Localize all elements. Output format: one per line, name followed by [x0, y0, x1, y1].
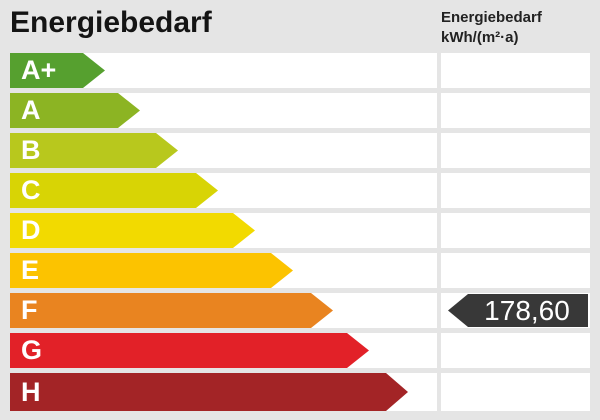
class-letter: G: [21, 335, 43, 365]
scale-row-b: B: [10, 133, 600, 168]
class-letter: F: [21, 295, 38, 325]
unit-label: Energiebedarf kWh/(m²·a): [441, 8, 542, 48]
efficiency-scale: A+ A B C D: [0, 53, 600, 411]
class-letter: A: [21, 95, 41, 125]
header: Energiebedarf Energiebedarf kWh/(m²·a): [0, 0, 600, 53]
scale-band: B: [10, 133, 437, 168]
scale-row-e: E: [10, 253, 600, 288]
scale-row-a-plus: A+: [10, 53, 600, 88]
scale-band: A+: [10, 53, 437, 88]
unit-label-line1: Energiebedarf: [441, 9, 542, 26]
unit-label-line2: kWh/(m²·a): [441, 29, 519, 46]
scale-row-h: H: [10, 373, 600, 411]
value-cell: [441, 373, 590, 411]
scale-band: G: [10, 333, 437, 368]
class-letter: A+: [21, 55, 57, 85]
value-cell: [441, 93, 590, 128]
class-arrow-e: E: [10, 253, 293, 288]
scale-row-d: D: [10, 213, 600, 248]
class-letter: H: [21, 376, 41, 407]
class-letter: D: [21, 215, 41, 245]
value-badge-text: 178,60: [484, 294, 570, 326]
scale-row-c: C: [10, 173, 600, 208]
value-badge: 178,60: [448, 294, 588, 327]
scale-row-a: A: [10, 93, 600, 128]
class-arrow-b: B: [10, 133, 178, 168]
value-cell: [441, 253, 590, 288]
scale-band: C: [10, 173, 437, 208]
class-letter: C: [21, 175, 41, 205]
value-cell: [441, 53, 590, 88]
page-title: Energiebedarf: [10, 6, 212, 39]
scale-row-g: G: [10, 333, 600, 368]
scale-band: E: [10, 253, 437, 288]
class-arrow-f: F: [10, 293, 333, 328]
scale-band: H: [10, 373, 437, 411]
value-cell: [441, 213, 590, 248]
class-arrow-g: G: [10, 333, 369, 368]
value-cell: [441, 173, 590, 208]
class-arrow-a: A: [10, 93, 140, 128]
scale-band: D: [10, 213, 437, 248]
class-letter: E: [21, 255, 40, 285]
class-arrow-h: H: [10, 373, 408, 411]
value-cell: [441, 133, 590, 168]
class-arrow-a-plus: A+: [10, 53, 105, 88]
value-cell-f: 178,60: [441, 293, 590, 328]
class-arrow-d: D: [10, 213, 255, 248]
value-cell: [441, 333, 590, 368]
scale-band: A: [10, 93, 437, 128]
scale-row-f: F 178,60: [10, 293, 600, 328]
class-arrow-c: C: [10, 173, 218, 208]
scale-band: F: [10, 293, 437, 328]
class-letter: B: [21, 135, 41, 165]
